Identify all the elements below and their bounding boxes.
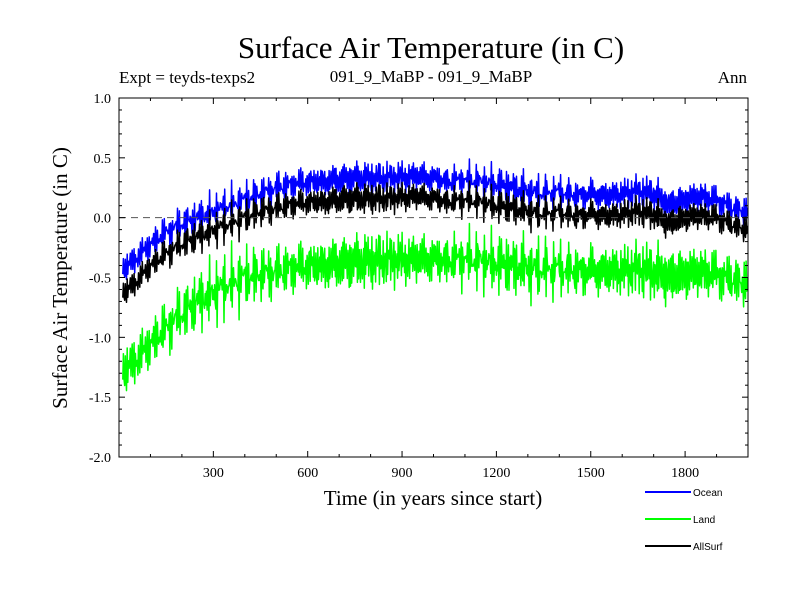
series-layer <box>122 158 749 392</box>
legend-label-ocean: Ocean <box>693 488 722 499</box>
x-tick-label: 1500 <box>577 466 605 481</box>
legend-label-allsurf: AllSurf <box>693 542 723 553</box>
series-line-allsurf <box>122 180 749 304</box>
y-tick-label: 1.0 <box>94 92 112 107</box>
x-tick-label: 1200 <box>482 466 510 481</box>
x-tick-label: 300 <box>203 466 224 481</box>
y-tick-label: -1.5 <box>89 391 111 406</box>
period-label: 091_9_MaBP - 091_9_MaBP <box>330 67 532 86</box>
x-tick-label: 600 <box>297 466 318 481</box>
y-tick-label: -2.0 <box>89 451 111 466</box>
chart-title: Surface Air Temperature (in C) <box>238 30 624 65</box>
x-axis-label: Time (in years since start) <box>324 486 543 510</box>
y-axis-label: Surface Air Temperature (in C) <box>48 147 72 409</box>
experiment-label: Expt = teyds-texps2 <box>119 68 255 87</box>
y-tick-label: 0.0 <box>94 212 112 227</box>
legend-label-land: Land <box>693 515 715 526</box>
ticks-layer: 300 600 900 1200 1500 1800 -2.0 -1.5 -1.0 -0.5 0.0… <box>89 92 748 481</box>
y-tick-label: -1.0 <box>89 331 111 346</box>
x-tick-label: 900 <box>392 466 413 481</box>
y-tick-label: 0.5 <box>94 152 112 167</box>
x-tick-label: 1800 <box>671 466 699 481</box>
y-tick-label: -0.5 <box>89 272 111 287</box>
season-label: Ann <box>718 68 748 87</box>
legend: Ocean Land AllSurf <box>645 488 723 553</box>
series-line-land <box>122 222 749 392</box>
